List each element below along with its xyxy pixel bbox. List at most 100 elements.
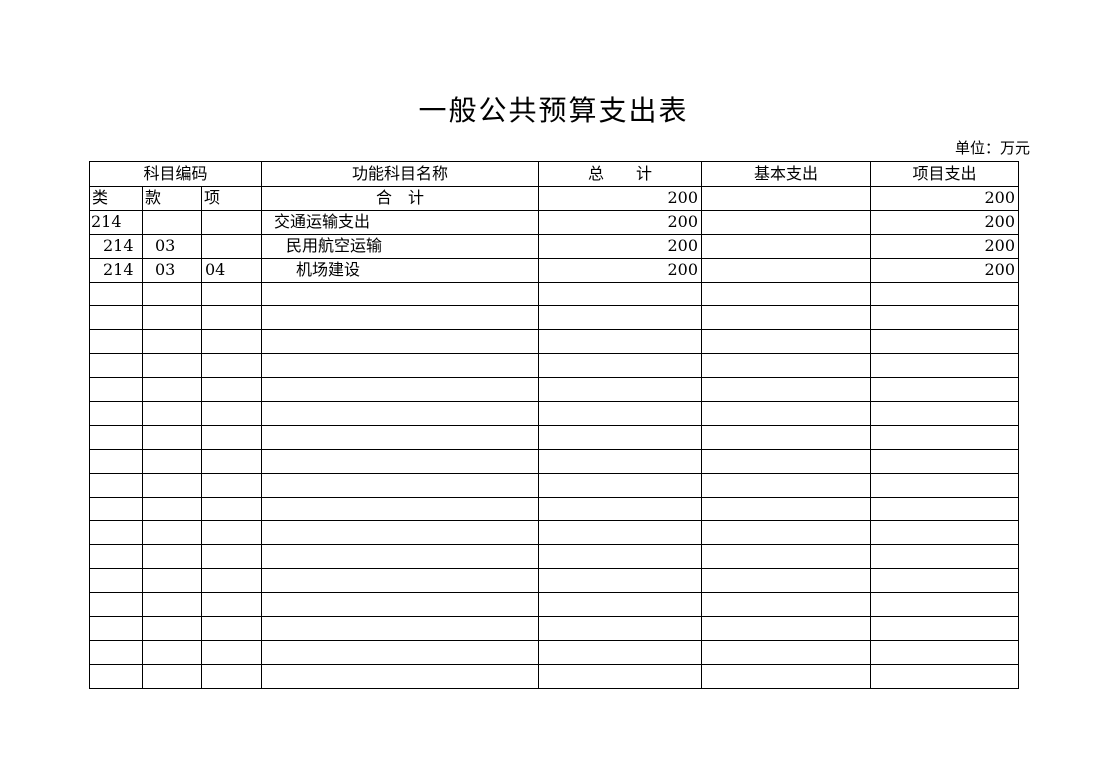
empty-cell [89, 496, 143, 522]
empty-cell [142, 377, 202, 403]
cell-category-code: 214 [89, 209, 143, 235]
empty-cell [701, 377, 872, 403]
empty-cell [870, 592, 1020, 618]
header-row: 科目编码 功能科目名称 总 计 基本支出 项目支出 [88, 161, 1020, 187]
cell-item-code [200, 233, 263, 259]
empty-cell [870, 424, 1020, 450]
empty-cell [89, 401, 143, 426]
empty-cell [870, 377, 1020, 403]
empty-cell [261, 424, 540, 450]
table-body: 214 交通运输支出 200 200 214 03 民用航空运输 200 200 214 03 04 机… [89, 209, 1020, 689]
empty-row [89, 424, 1020, 450]
empty-cell [870, 281, 1020, 307]
empty-row [89, 639, 1020, 665]
cell-function-name: 机场建设 [261, 257, 540, 283]
empty-cell [142, 353, 202, 379]
empty-cell [261, 329, 540, 355]
empty-cell [200, 329, 263, 355]
header-subject-code: 科目编码 [88, 161, 263, 187]
cell-function-name: 民用航空运输 [261, 233, 540, 259]
empty-cell [701, 305, 872, 331]
subheader-category: 类 [89, 186, 143, 211]
empty-cell [89, 281, 143, 307]
empty-cell [261, 639, 540, 665]
empty-cell [870, 639, 1020, 665]
empty-cell [538, 472, 703, 498]
empty-cell [701, 616, 872, 641]
table-row: 214 交通运输支出 200 200 [89, 209, 1020, 235]
empty-cell [200, 281, 263, 307]
empty-cell [89, 305, 143, 331]
empty-cell [701, 424, 872, 450]
header-basic-expenditure: 基本支出 [701, 161, 872, 187]
empty-cell [870, 353, 1020, 379]
empty-cell [142, 448, 202, 474]
empty-cell [200, 448, 263, 474]
empty-cell [538, 568, 703, 594]
empty-cell [142, 520, 202, 546]
empty-cell [89, 472, 143, 498]
empty-cell [200, 520, 263, 546]
empty-cell [142, 568, 202, 594]
empty-cell [261, 281, 540, 307]
empty-cell [261, 353, 540, 379]
empty-cell [538, 663, 703, 689]
empty-cell [701, 329, 872, 355]
empty-cell [89, 448, 143, 474]
empty-cell [870, 305, 1020, 331]
empty-cell [701, 520, 872, 546]
empty-cell [142, 592, 202, 618]
empty-cell [142, 281, 202, 307]
cell-basic [701, 233, 872, 259]
cell-item-code: 04 [200, 257, 263, 283]
empty-cell [200, 377, 263, 403]
empty-cell [538, 544, 703, 570]
empty-cell [142, 305, 202, 331]
empty-cell [200, 401, 263, 426]
empty-row [89, 568, 1020, 594]
empty-cell [870, 544, 1020, 570]
cell-function-name: 交通运输支出 [261, 209, 540, 235]
header-project-expenditure: 项目支出 [870, 161, 1020, 187]
empty-cell [89, 544, 143, 570]
empty-cell [538, 616, 703, 641]
empty-cell [538, 520, 703, 546]
empty-cell [89, 520, 143, 546]
empty-cell [200, 663, 263, 689]
empty-cell [538, 424, 703, 450]
empty-row [89, 663, 1020, 689]
empty-cell [200, 592, 263, 618]
empty-cell [142, 663, 202, 689]
cell-project: 200 [870, 233, 1020, 259]
empty-cell [89, 377, 143, 403]
empty-row [89, 448, 1020, 474]
empty-cell [142, 496, 202, 522]
empty-cell [261, 616, 540, 641]
empty-cell [538, 448, 703, 474]
empty-cell [89, 353, 143, 379]
empty-cell [200, 568, 263, 594]
empty-cell [538, 329, 703, 355]
empty-row [89, 305, 1020, 331]
empty-cell [870, 520, 1020, 546]
empty-cell [261, 377, 540, 403]
cell-project: 200 [870, 209, 1020, 235]
empty-cell [870, 496, 1020, 522]
empty-row [89, 520, 1020, 546]
empty-row [89, 377, 1020, 403]
empty-cell [142, 544, 202, 570]
empty-cell [538, 639, 703, 665]
empty-cell [538, 305, 703, 331]
empty-cell [142, 616, 202, 641]
empty-cell [870, 329, 1020, 355]
empty-cell [701, 281, 872, 307]
empty-cell [701, 592, 872, 618]
cell-section-code [142, 209, 202, 235]
empty-cell [538, 592, 703, 618]
empty-cell [261, 592, 540, 618]
empty-cell [142, 639, 202, 665]
empty-cell [261, 472, 540, 498]
cell-item-code [200, 209, 263, 235]
empty-cell [538, 377, 703, 403]
empty-row [89, 401, 1020, 426]
